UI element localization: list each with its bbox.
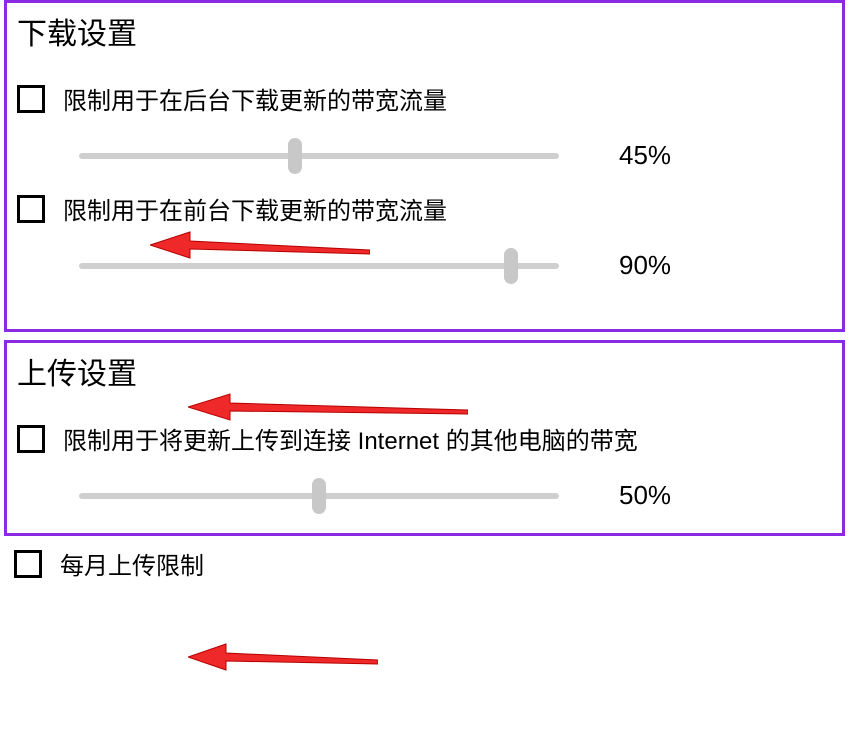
background-download-checkbox[interactable]: [17, 85, 45, 113]
background-download-slider[interactable]: [79, 153, 559, 159]
foreground-download-slider-row: 90%: [79, 250, 832, 281]
upload-settings-section: 上传设置 限制用于将更新上传到连接 Internet 的其他电脑的带宽 50%: [4, 340, 845, 536]
monthly-upload-checkbox[interactable]: [14, 550, 42, 578]
upload-section-title: 上传设置: [17, 347, 832, 393]
upload-bandwidth-slider-row: 50%: [79, 480, 832, 511]
download-settings-section: 下载设置 限制用于在后台下载更新的带宽流量 45% 限制用于在前台下载更新的带宽…: [4, 0, 845, 332]
background-download-slider-row: 45%: [79, 140, 832, 171]
foreground-download-value: 90%: [619, 250, 699, 281]
foreground-download-checkbox[interactable]: [17, 195, 45, 223]
upload-bandwidth-checkbox[interactable]: [17, 425, 45, 453]
background-download-slider-thumb[interactable]: [288, 138, 302, 174]
upload-bandwidth-slider[interactable]: [79, 493, 559, 499]
download-section-title: 下载设置: [17, 7, 832, 53]
monthly-upload-label: 每月上传限制: [60, 546, 204, 581]
upload-bandwidth-row: 限制用于将更新上传到连接 Internet 的其他电脑的带宽: [17, 421, 832, 456]
background-download-row: 限制用于在后台下载更新的带宽流量: [17, 81, 832, 116]
background-download-value: 45%: [619, 140, 699, 171]
monthly-upload-row: 每月上传限制: [14, 546, 849, 581]
upload-bandwidth-slider-thumb[interactable]: [312, 478, 326, 514]
upload-bandwidth-value: 50%: [619, 480, 699, 511]
foreground-download-row: 限制用于在前台下载更新的带宽流量: [17, 191, 832, 226]
foreground-download-slider-thumb[interactable]: [504, 248, 518, 284]
upload-bandwidth-label: 限制用于将更新上传到连接 Internet 的其他电脑的带宽: [63, 421, 638, 456]
foreground-download-slider[interactable]: [79, 263, 559, 269]
background-download-label: 限制用于在后台下载更新的带宽流量: [63, 81, 447, 116]
foreground-download-label: 限制用于在前台下载更新的带宽流量: [63, 191, 447, 226]
annotation-arrow-3: [188, 640, 378, 674]
